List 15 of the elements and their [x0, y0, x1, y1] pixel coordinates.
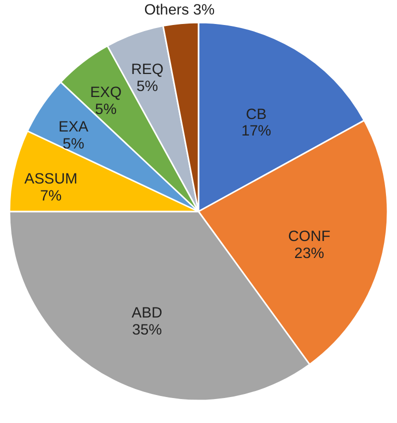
data-label: 35%	[132, 321, 162, 338]
data-label: 5%	[62, 135, 84, 152]
data-label: 23%	[294, 245, 324, 262]
slice-label: Others 3%	[144, 1, 215, 18]
slice-label: REQ	[131, 61, 164, 78]
data-label: 5%	[136, 78, 158, 96]
slice-label: CONF	[288, 228, 330, 246]
data-label: 7%	[40, 187, 62, 204]
slice-label: ABD	[132, 304, 163, 322]
slice-label: CB	[246, 106, 267, 123]
slice-label: EXA	[58, 118, 88, 136]
slice-label: EXQ	[90, 84, 122, 101]
data-label: 17%	[241, 122, 272, 140]
slice-label: ASSUM	[24, 170, 78, 188]
data-label: 5%	[95, 100, 117, 118]
